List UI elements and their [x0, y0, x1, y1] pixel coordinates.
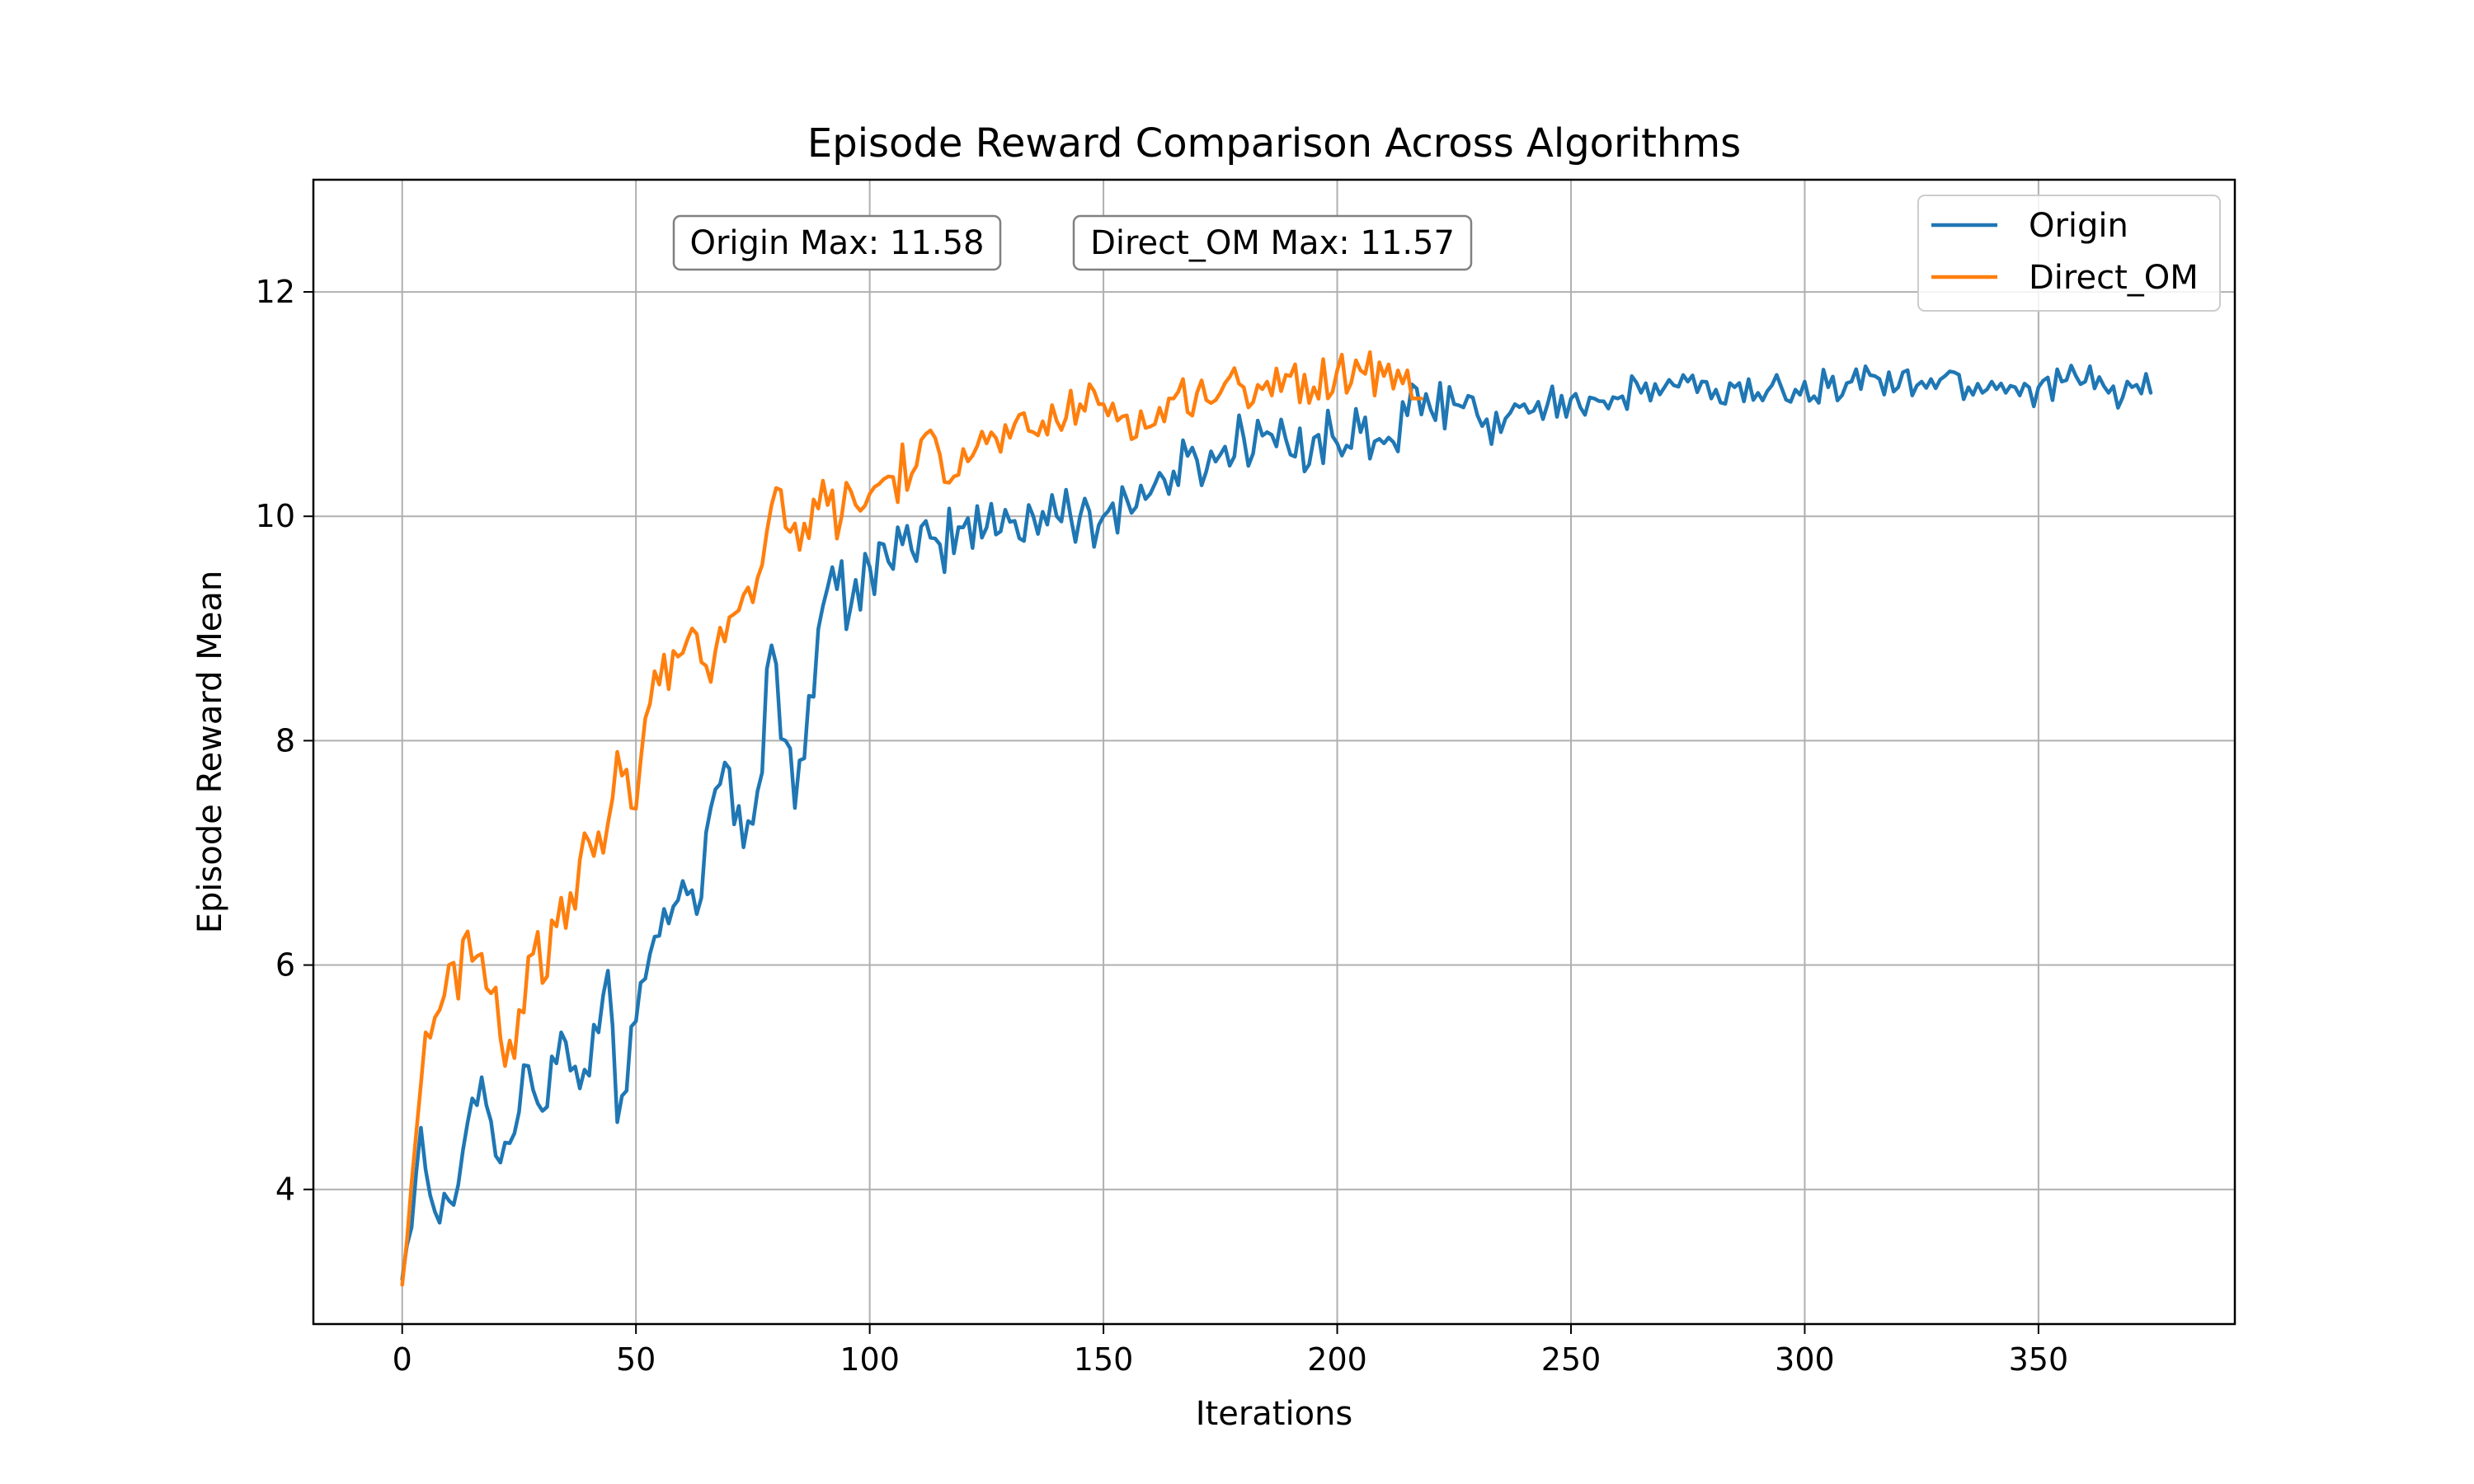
y-tick-label: 4 [275, 1172, 295, 1208]
y-tick-label: 12 [256, 274, 295, 310]
annotation-box [1072, 214, 1473, 271]
annotation-box [672, 214, 1002, 271]
legend-label-origin: Origin [2029, 207, 2128, 245]
annotation-origin-max: Origin Max: 11.58 [672, 214, 1002, 271]
chart-title: Episode Reward Comparison Across Algorit… [807, 120, 1741, 167]
x-tick-label: 300 [1775, 1341, 1835, 1378]
series-line-origin [400, 364, 2153, 1281]
x-tick-label: 150 [1074, 1341, 1134, 1378]
legend-label-direct-om: Direct_OM [2029, 259, 2199, 297]
x-tick-label: 50 [616, 1341, 656, 1378]
x-axis: 0 50 100 150 200 250 300 350 [393, 1324, 2069, 1378]
plot-frame [312, 178, 2236, 1326]
series-layer [400, 350, 2153, 1287]
annotation-origin-max-text: Origin Max: 11.58 [689, 224, 984, 262]
annotation-direct-om-max-text: Direct_OM Max: 11.57 [1090, 224, 1455, 262]
legend: Origin Direct_OM [1917, 195, 2221, 312]
x-tick-label: 100 [840, 1341, 900, 1378]
y-tick-label: 10 [256, 498, 295, 534]
x-tick-label: 0 [393, 1341, 412, 1378]
x-tick-label: 350 [2009, 1341, 2069, 1378]
x-axis-label: Iterations [1196, 1395, 1353, 1433]
y-axis: 4 6 8 10 12 [256, 274, 313, 1208]
series-line-direct-om [400, 350, 1423, 1287]
y-axis-label: Episode Reward Mean [191, 571, 229, 933]
x-tick-label: 250 [1541, 1341, 1602, 1378]
y-tick-label: 6 [275, 947, 295, 984]
x-tick-label: 200 [1307, 1341, 1367, 1378]
grid [313, 180, 2235, 1324]
y-tick-label: 8 [275, 722, 295, 758]
annotation-direct-om-max: Direct_OM Max: 11.57 [1072, 214, 1473, 271]
